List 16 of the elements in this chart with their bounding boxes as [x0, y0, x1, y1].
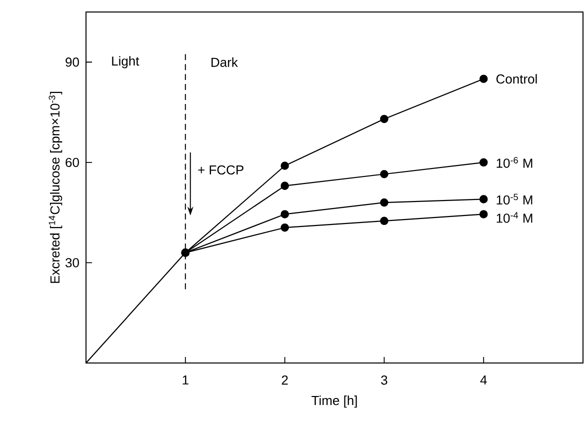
series-label: 10$^{-6}$ M: [496, 157, 532, 168]
y-tick-label: 30: [66, 258, 79, 268]
y-tick-label: 90: [66, 58, 79, 67]
y-tick-label: 60: [66, 158, 79, 168]
series-label: 10$^{-4}$ M: [496, 212, 532, 223]
x-tick-label: 3: [381, 375, 388, 385]
y-axis-title: Excreted [$^{14}$C]glucose [cpm×10$^{-3}$]: [48, 92, 62, 283]
series-label: Control: [496, 74, 537, 84]
annotation: Dark: [212, 57, 238, 67]
x-tick-label: 1: [182, 375, 188, 384]
x-axis-title: Time [h]: [312, 396, 357, 408]
annotation: Light: [112, 56, 140, 68]
annotation: + FCCP: [198, 165, 244, 175]
x-tick-label: 4: [480, 375, 487, 384]
x-tick-label: 2: [282, 375, 288, 385]
series-label: 10$^{-5}$ M: [496, 194, 532, 205]
